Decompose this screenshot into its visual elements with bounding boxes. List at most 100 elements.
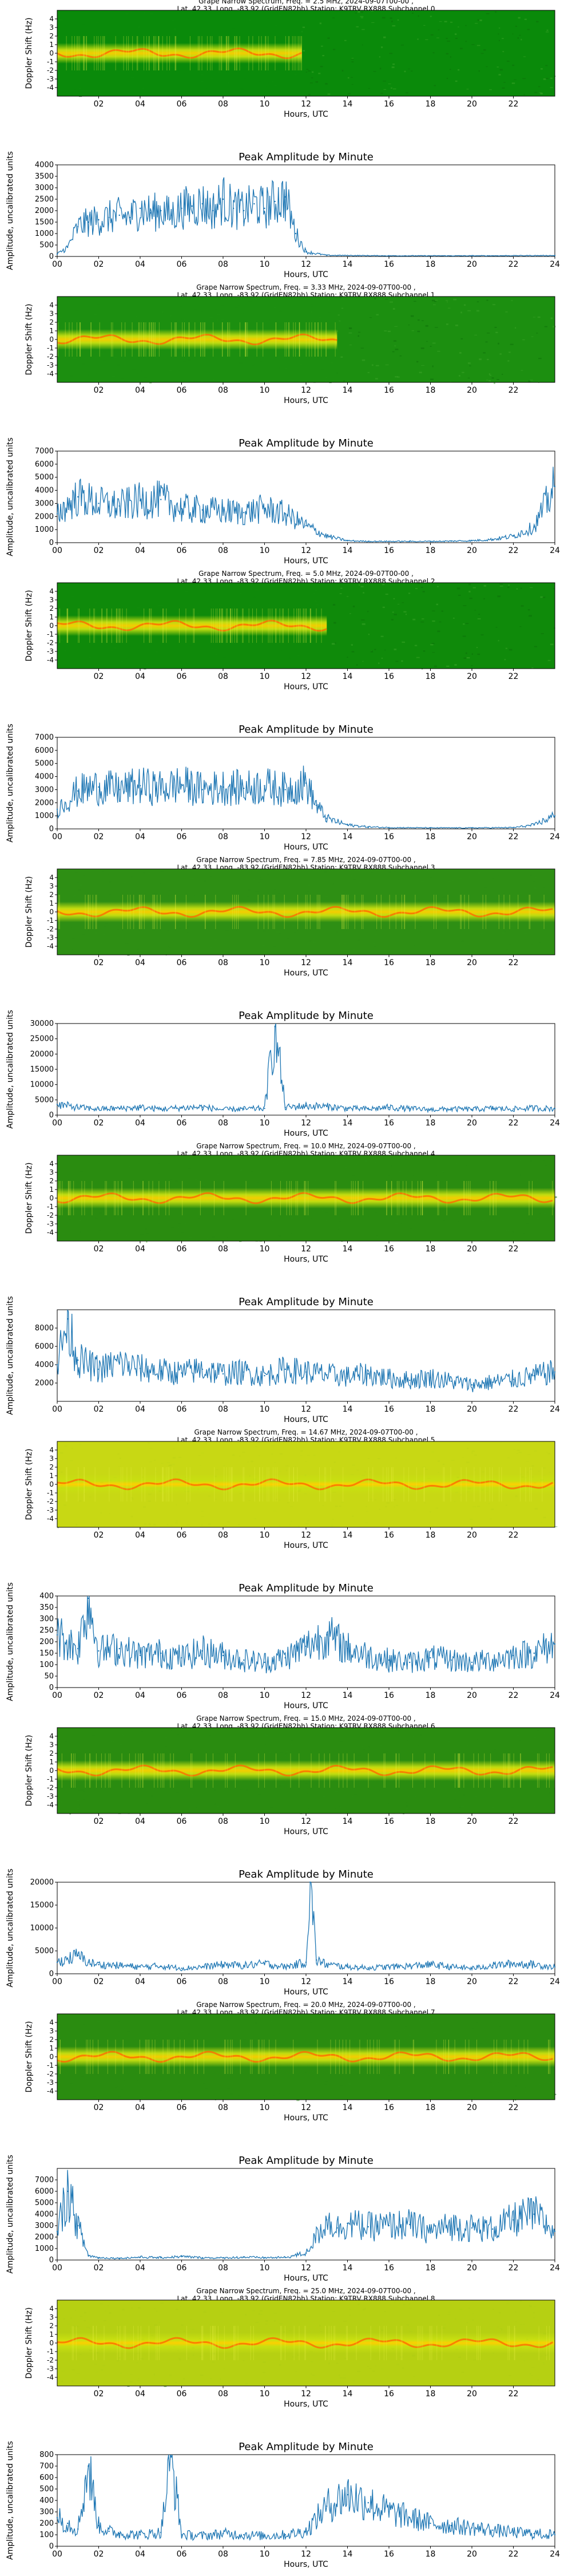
amplitude-data-point: [554, 485, 556, 487]
amplitude-data-point: [181, 1372, 182, 1374]
x-tick-label: 10: [260, 832, 270, 841]
amplitude-data-point: [108, 2530, 110, 2532]
spectrogram-speckle: [468, 591, 471, 592]
spectrogram-speckle: [546, 29, 549, 31]
spectrogram-speckle: [519, 626, 522, 627]
spectrogram-speckle: [391, 619, 394, 621]
amplitude-data-point: [149, 212, 152, 214]
spectrogram-speckle: [399, 355, 402, 357]
y-tick-label: -1: [47, 630, 54, 638]
spectrogram-speckle: [414, 301, 416, 302]
amplitude-data-point: [430, 2522, 431, 2524]
amplitude-data-point: [56, 513, 58, 515]
amplitude-data-point: [98, 219, 100, 221]
x-tick-label: 14: [343, 1119, 353, 1128]
amplitude-data-point: [388, 1659, 390, 1661]
spectrogram-speckle: [362, 359, 366, 361]
y-axis-label: Doppler Shift (Hz): [25, 2308, 34, 2379]
amplitude-data-point: [554, 1108, 556, 1110]
spectrogram-speckle: [360, 17, 364, 18]
spectrogram-speckle: [302, 26, 305, 28]
spectrogram-speckle: [340, 356, 343, 358]
amplitude-data-point: [326, 1374, 328, 1376]
spectrogram-speckle: [446, 323, 448, 325]
y-tick-label: 30000: [30, 1020, 54, 1028]
amplitude-data-point: [66, 1318, 69, 1320]
y-tick-label: 1: [49, 2044, 54, 2052]
x-tick-label: 18: [426, 1691, 436, 1700]
y-tick-label: 6000: [35, 2187, 54, 2196]
amplitude-data-point: [388, 1377, 390, 1380]
spectrogram-speckle: [540, 596, 543, 598]
x-tick-label: 02: [94, 2103, 104, 2112]
spectrogram-speckle: [537, 316, 541, 318]
spectrogram-speckle: [371, 364, 374, 366]
x-tick-label: 06: [177, 958, 187, 967]
amplitude-data-point: [305, 782, 307, 784]
x-tick-label: 04: [135, 832, 145, 841]
spectrogram-speckle: [462, 372, 464, 373]
x-tick-label: 12: [301, 2389, 311, 2399]
amplitude-data-point: [139, 1654, 141, 1657]
amplitude-data-point: [56, 808, 58, 810]
amplitude-data-point: [388, 2225, 390, 2227]
y-tick-label: -2: [47, 353, 54, 361]
spectrogram-speckle: [534, 646, 538, 647]
y-tick-label: 0: [49, 252, 54, 261]
spectrogram-speckle: [465, 25, 467, 26]
amplitude-data-point: [347, 1376, 348, 1377]
spectrogram-speckle: [550, 643, 554, 646]
spectrogram-speckle: [381, 657, 383, 659]
spectrogram-speckle: [436, 586, 439, 587]
amplitude-data-point: [336, 2227, 338, 2229]
x-tick-label: 20: [467, 260, 477, 269]
y-tick-label: -3: [47, 1220, 54, 1228]
spectrogram-speckle: [455, 80, 458, 82]
amplitude-data-point: [201, 203, 203, 205]
y-tick-label: 0: [49, 1111, 54, 1120]
amplitude-data-point: [118, 1965, 120, 1966]
amplitude-data-point: [471, 1108, 473, 1111]
spectrogram-speckle: [339, 297, 341, 298]
spectrogram-speckle: [469, 365, 471, 366]
spectrogram-speckle: [453, 298, 457, 301]
amplitude-data-point: [201, 1650, 203, 1652]
y-axis-label: Doppler Shift (Hz): [25, 1449, 34, 1520]
spectrogram-speckle: [402, 641, 406, 643]
x-tick-label: 06: [177, 2550, 187, 2559]
amplitude-data-point: [471, 255, 473, 256]
x-tick-label: 20: [467, 1691, 477, 1700]
spectrogram-speckle: [352, 606, 355, 607]
spectrogram-speckle: [498, 27, 500, 29]
y-tick-label: 400: [39, 2496, 54, 2505]
spectrogram-speckle: [488, 373, 491, 375]
amplitude-data-point: [388, 827, 390, 828]
x-tick-label: 14: [343, 1817, 353, 1826]
spectrogram-speckle: [486, 66, 488, 68]
y-tick-label: 3: [49, 596, 54, 604]
x-tick-label: 22: [509, 2550, 519, 2559]
x-axis-label: Hours, UTC: [284, 1988, 328, 1997]
spectrogram-speckle: [439, 621, 442, 623]
x-tick-label: 06: [177, 1119, 187, 1128]
spectrogram-speckle: [420, 587, 423, 588]
spectrogram-speckle: [483, 598, 485, 599]
spectrogram-speckle: [516, 588, 518, 590]
spectrogram-speckle: [521, 587, 522, 589]
spectrogram-speckle: [296, 2099, 300, 2101]
spectrogram-speckle: [466, 657, 470, 659]
y-tick-label: -4: [47, 2087, 54, 2095]
amplitude-data-point: [222, 786, 224, 788]
spectrogram-speckle: [434, 85, 436, 86]
spectrogram-speckle: [518, 17, 521, 19]
spectrogram-speckle: [489, 89, 492, 90]
amplitude-data-point: [201, 1368, 203, 1370]
spectrogram-speckle: [444, 21, 447, 22]
x-tick-label: 08: [218, 1977, 228, 1986]
y-tick-label: 4000: [35, 2210, 54, 2219]
spectrogram-speckle: [465, 623, 469, 625]
y-tick-label: -4: [47, 2373, 54, 2381]
y-tick-label: 2: [49, 1749, 54, 1757]
spectrogram-speckle: [476, 310, 479, 312]
spectrogram-speckle: [391, 66, 395, 68]
